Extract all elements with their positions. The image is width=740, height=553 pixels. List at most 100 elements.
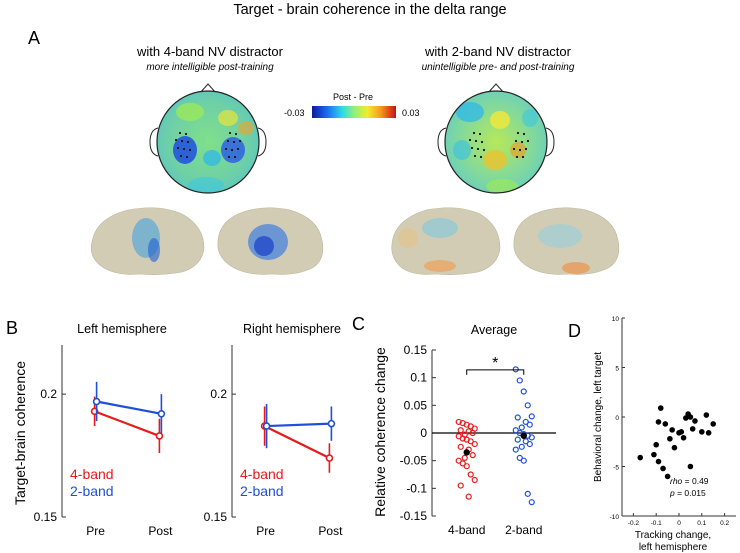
x-tick-label: 0 xyxy=(677,520,681,527)
data-point xyxy=(457,427,464,434)
data-point xyxy=(710,421,716,427)
chart-title: Left hemisphere xyxy=(77,322,167,336)
data-point xyxy=(655,419,662,425)
colorbar-min-label: -0.03 xyxy=(284,108,305,118)
data-point xyxy=(520,388,527,395)
significance-bracket xyxy=(466,369,525,375)
panel-label-d: D xyxy=(568,321,581,341)
data-point xyxy=(469,452,476,459)
y-tick-label: -0.05 xyxy=(400,454,428,468)
x-tick-label: 4-band xyxy=(448,523,485,537)
data-point xyxy=(651,451,657,458)
data-point xyxy=(157,409,166,418)
chart-d-correlation: -10 -5 0 5 10 -0.2 -0.1 0 0.1 0.2 rho = 0.49 p = 0.… xyxy=(593,316,736,553)
data-point xyxy=(465,493,472,500)
stat-rho-value: = 0.49 xyxy=(682,476,709,486)
data-point xyxy=(327,419,336,428)
mean-marker xyxy=(463,449,470,456)
brain-2band-right-hemisphere xyxy=(513,207,620,275)
chart-b-left-hemisphere: Left hemisphere 0.15 0.2 Pre Post 4-band2-ban… xyxy=(34,322,173,538)
stat-p: p = 0.015 xyxy=(669,488,706,498)
x-tick-label: -0.2 xyxy=(628,520,640,527)
series-line-2-band xyxy=(96,400,162,415)
data-point xyxy=(680,434,687,441)
y-axis-label: Behavioral change, left target xyxy=(593,352,604,482)
colorbar-title: Post - Pre xyxy=(333,92,373,102)
legend-4-band: 4-band xyxy=(240,466,284,482)
y-tick-label: 0 xyxy=(420,426,427,440)
x-tick-label: Post xyxy=(148,524,173,538)
stat-rho: rho = 0.49 xyxy=(670,476,709,486)
stat-p-label: p xyxy=(669,488,675,498)
y-tick-label: -0.1 xyxy=(406,481,427,495)
data-point xyxy=(471,476,478,484)
data-point xyxy=(457,443,464,450)
panel-b-ylabel: Target-brain coherence xyxy=(12,361,28,505)
colorbar xyxy=(312,106,396,118)
significance-star: * xyxy=(492,355,498,372)
y-tick-label: 0.1 xyxy=(410,371,427,385)
y-tick-label: 0.2 xyxy=(210,387,227,401)
data-point xyxy=(512,427,519,434)
data-point xyxy=(705,430,712,436)
data-point xyxy=(463,463,470,470)
data-point xyxy=(528,434,535,441)
data-point xyxy=(512,446,519,453)
data-point xyxy=(687,463,694,470)
x-axis-label-line2: left hemisphere xyxy=(639,542,708,553)
y-tick-label: 10 xyxy=(612,316,620,323)
data-point xyxy=(662,421,669,427)
x-tick-label: Pre xyxy=(256,524,275,538)
data-point xyxy=(455,457,462,464)
data-point xyxy=(522,418,529,426)
x-tick-label: Post xyxy=(318,524,343,538)
data-point xyxy=(325,454,334,462)
data-point xyxy=(514,414,521,421)
data-point xyxy=(467,438,474,445)
data-point xyxy=(516,377,523,384)
data-point xyxy=(655,458,662,465)
x-tick-label: 0.1 xyxy=(697,520,706,527)
data-point xyxy=(637,454,644,461)
data-point xyxy=(664,473,671,480)
x-tick-label: -0.1 xyxy=(651,520,663,527)
data-point xyxy=(703,412,710,418)
stat-rho-label: rho xyxy=(670,476,683,486)
data-point xyxy=(528,499,535,506)
data-point xyxy=(699,429,705,435)
data-point xyxy=(512,366,519,373)
y-tick-label: 0.15 xyxy=(404,343,428,357)
data-point xyxy=(657,405,664,411)
panel-label-a: A xyxy=(28,28,40,48)
brain-4band-right-hemisphere xyxy=(217,207,324,275)
scalp-map-4band xyxy=(149,83,267,194)
data-point xyxy=(669,427,675,433)
stat-p-value: = 0.015 xyxy=(675,488,706,498)
x-tick-label: Pre xyxy=(86,524,105,538)
legend-4-band: 4-band xyxy=(70,466,114,482)
data-point xyxy=(522,438,529,445)
data-point xyxy=(514,436,521,443)
y-tick-label: -10 xyxy=(610,514,620,521)
data-point xyxy=(660,465,666,472)
panel-c-ylabel: Relative coherence change xyxy=(372,347,388,517)
figure-title: Target - brain coherence in the delta ra… xyxy=(233,2,506,18)
y-tick-label: 0.15 xyxy=(204,510,228,524)
data-point xyxy=(671,444,678,451)
chart-b-right-hemisphere: Right hemisphere 0.15 0.2 Pre Post 4-band2-ba… xyxy=(204,322,343,538)
scalp-right-title: with 2-band NV distractor xyxy=(424,44,572,59)
data-point xyxy=(92,397,101,406)
data-point xyxy=(687,414,694,420)
panel-label-c: C xyxy=(352,314,365,334)
scalp-left-subtitle: more intelligible post-training xyxy=(146,62,274,73)
legend-2-band: 2-band xyxy=(240,483,284,499)
data-point xyxy=(520,457,527,464)
data-point xyxy=(516,454,523,461)
data-point xyxy=(653,441,659,448)
series-line-4-band xyxy=(264,425,330,460)
data-point xyxy=(457,482,464,489)
data-point xyxy=(524,490,531,497)
data-point xyxy=(459,435,466,442)
data-point xyxy=(518,424,525,431)
